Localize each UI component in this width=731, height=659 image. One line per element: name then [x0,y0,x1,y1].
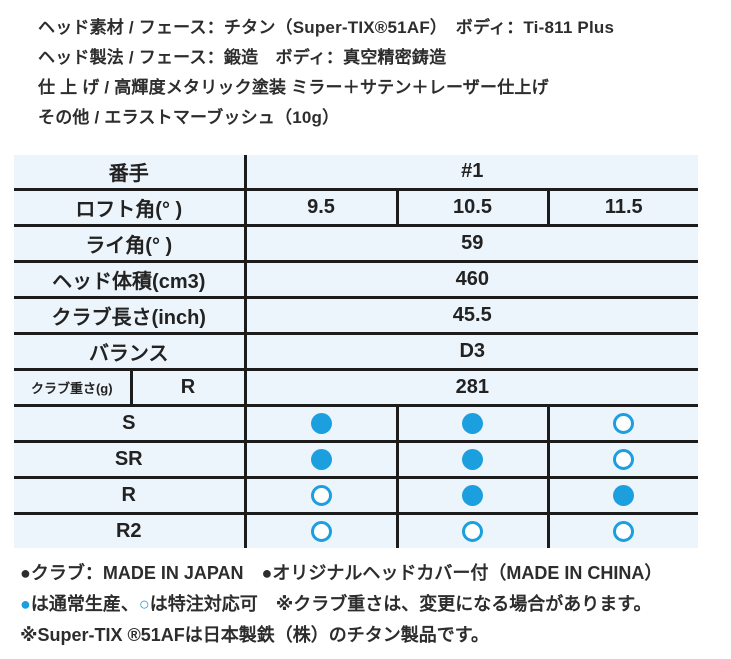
availability-circle-icon [613,521,635,543]
row-flex-s: S [14,404,699,442]
row-label: R2 [14,512,247,548]
row-head-volume: ヘッド体積(cm3) 460 [14,260,699,298]
open-circle-legend-icon: ○ [138,594,150,614]
filled-circle-legend-icon: ● [20,594,31,614]
availability-icon [546,512,699,548]
head-other-line: その他 / エラストマーブッシュ（10g） [38,108,340,127]
head-finish-line: 仕 上 げ / 高輝度メタリック塗装 ミラー＋サテン＋レーザー仕上げ [38,78,549,97]
row-flex-r: R [14,476,699,514]
row-club-weight: クラブ重さ(g) R 281 [14,368,699,406]
availability-circle-icon [462,485,483,507]
note-legend: ●は通常生産、○は特注対応可 ※クラブ重さは、変更になる場合があります。 [20,589,725,620]
head-spec-block: ヘッド素材 / フェース：チタン（Super-TIX®51AF） ボディ：Ti-… [38,13,718,133]
row-label: クラブ長さ(inch) [14,296,247,334]
row-label: S [14,404,247,442]
loft-value-2: 10.5 [395,188,548,226]
availability-circle-icon [613,449,635,471]
head-material-line: ヘッド素材 / フェース：チタン（Super-TIX®51AF） ボディ：Ti-… [38,18,615,37]
footer-notes: ●クラブ：MADE IN JAPAN ●オリジナルヘッドカバー付（MADE IN… [20,558,725,651]
row-loft-angle: ロフト角(° ) 9.5 10.5 11.5 [14,188,699,226]
balance-value: D3 [245,332,699,370]
row-club-number: 番手 #1 [14,155,698,190]
availability-icon [395,440,548,478]
length-value: 45.5 [245,296,699,334]
availability-circle-icon [310,413,332,435]
legend-text-2: は特注対応可 ※クラブ重さは、変更になる場合があります。 [149,594,652,614]
row-lie-angle: ライ角(° ) 59 [14,224,699,262]
availability-circle-icon [462,449,483,471]
weight-flex-label: R [131,368,247,406]
row-flex-r2: R2 [14,512,699,548]
availability-icon [245,404,397,442]
lie-value: 59 [245,224,699,262]
volume-value: 460 [245,260,699,298]
availability-circle-icon [310,485,332,507]
loft-value-3: 11.5 [546,188,699,226]
availability-circle-icon [462,413,483,435]
row-flex-sr: SR [14,440,699,478]
availability-icon [395,476,548,514]
availability-icon [245,440,397,478]
availability-icon [395,404,548,442]
availability-circle-icon [613,413,635,435]
head-construction-line: ヘッド製法 / フェース：鍛造 ボディ：真空精密鋳造 [38,48,447,67]
row-label: ライ角(° ) [14,224,247,262]
availability-icon [245,512,397,548]
availability-circle-icon [310,449,332,471]
availability-circle-icon [613,485,635,507]
spec-table: 番手 #1 ロフト角(° ) 9.5 10.5 11.5 ライ角(° ) 59 … [14,155,699,548]
club-number-value: #1 [461,160,484,182]
note-made-in: ●クラブ：MADE IN JAPAN ●オリジナルヘッドカバー付（MADE IN… [20,563,663,583]
availability-circle-icon [462,521,483,543]
availability-icon [245,476,397,514]
row-balance: バランス D3 [14,332,699,370]
availability-icon [546,440,699,478]
availability-circle-icon [310,521,332,543]
availability-icon [546,404,699,442]
weight-value: 281 [245,368,699,406]
availability-icon [395,512,548,548]
row-label: ヘッド体積(cm3) [14,260,247,298]
row-label: ロフト角(° ) [14,188,247,226]
loft-value-1: 9.5 [245,188,397,226]
legend-text-1: は通常生産、 [30,594,139,614]
weight-sublabel: クラブ重さ(g) [14,368,133,406]
row-label: 番手 [14,155,247,190]
row-club-length: クラブ長さ(inch) 45.5 [14,296,699,334]
row-label: SR [14,440,247,478]
row-label: バランス [14,332,247,370]
availability-icon [546,476,699,514]
row-label: R [14,476,247,514]
note-trademark: ※Super-TIX ®51AFは日本製鉄（株）のチタン製品です。 [20,625,489,645]
